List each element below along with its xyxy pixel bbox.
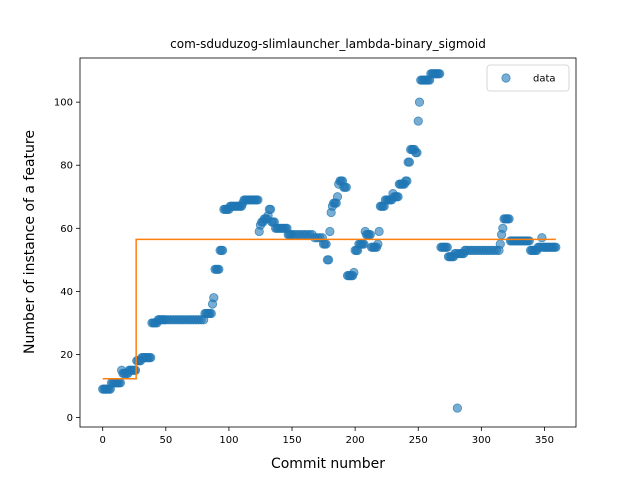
data-point [146,353,156,363]
fit-line [102,238,556,380]
data-point [402,176,412,186]
data-point [452,403,462,413]
x-tick-label: 250 [409,435,428,446]
data-point [325,226,335,237]
y-axis-label: Number of instance of a feature [22,130,38,354]
legend-box [486,64,570,92]
data-point [253,195,263,205]
data-point [374,226,384,237]
data-point [495,239,505,249]
y-tick-label: 80 [60,161,73,172]
y-tick-label: 40 [60,287,73,298]
data-point [321,239,331,249]
axes-frame [79,57,577,428]
data-point [393,192,403,202]
data-point [524,236,534,246]
legend-marker [501,73,511,83]
data-point [218,245,228,255]
x-tick-label: 0 [100,435,106,446]
data-point [365,230,375,240]
data-point [537,233,547,243]
plot-area: 0 50 100 150 200 250 300 350 0 20 40 60 80 100 data [54,57,577,446]
x-tick-label: 200 [346,435,365,446]
data-point [373,239,383,249]
y-tick-label: 60 [60,224,73,235]
data-point [332,192,343,202]
x-tick-label: 100 [219,435,238,446]
data-point [209,293,219,303]
legend-label: data [533,74,556,85]
data-point [435,69,445,79]
y-tick-label: 0 [67,413,73,424]
y-tick-label: 100 [54,98,73,109]
data-point [498,223,508,233]
data-point [324,255,334,265]
data-point [359,239,369,249]
data-point [414,97,425,107]
data-point [412,148,422,158]
data-point [265,204,276,214]
x-tick-label: 350 [535,435,554,446]
data-point [504,214,514,224]
data-point [404,157,414,167]
x-tick-label: 50 [159,435,172,446]
data-point [341,182,351,192]
data-point [442,242,452,252]
data-point [214,264,224,274]
x-tick-label: 150 [282,435,301,446]
x-tick-label: 300 [472,435,491,446]
data-point [413,116,423,126]
data-point [349,267,359,278]
data-point [206,308,216,319]
y-tick-label: 20 [60,350,73,361]
x-axis-label: Commit number [271,456,385,472]
data-point [551,242,561,252]
data-point [115,378,125,388]
chart-title: com-sduduzog-slimlauncher_lambda-binary_… [170,37,486,51]
